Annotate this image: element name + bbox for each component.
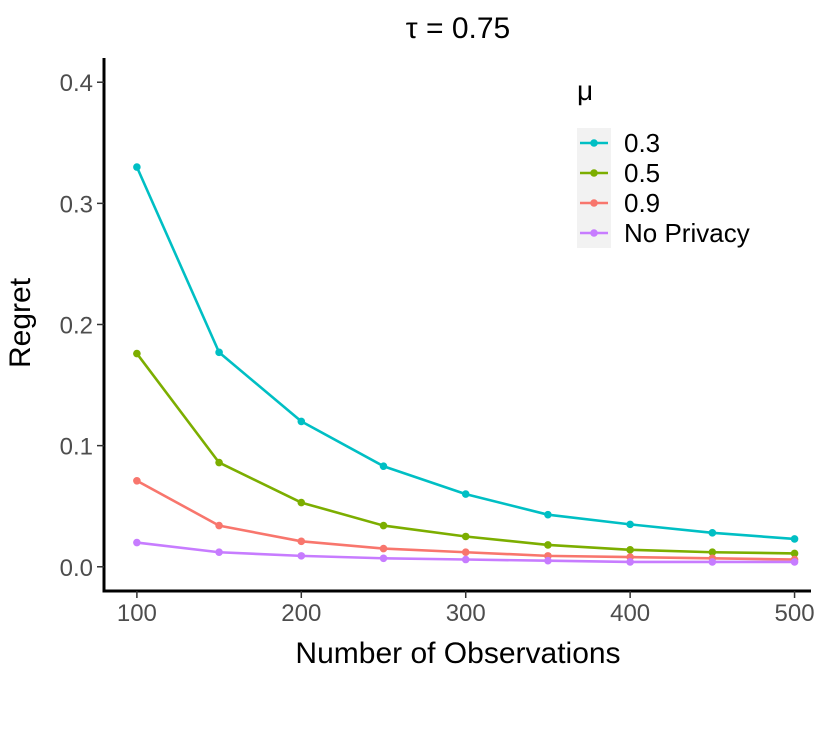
data-point (297, 417, 306, 426)
y-tick-label: 0.1 (60, 434, 93, 461)
data-point (379, 544, 388, 553)
data-point (297, 537, 306, 546)
data-point (790, 535, 799, 543)
data-point (133, 476, 141, 485)
data-point (133, 538, 141, 547)
series-group (133, 476, 799, 564)
x-axis-title: Number of Observations (295, 637, 620, 670)
data-point (461, 490, 470, 498)
plot-area (133, 163, 799, 566)
data-point (708, 529, 717, 537)
x-tick-label: 300 (446, 600, 486, 627)
data-point (297, 552, 306, 560)
chart-title: τ = 0.75 (406, 12, 510, 45)
data-point (297, 498, 306, 507)
y-tick-label: 0.2 (60, 313, 93, 340)
legend-label: 0.3 (624, 128, 660, 158)
legend: μ 0.30.50.9No Privacy (577, 75, 750, 248)
data-point (461, 548, 470, 557)
series-group (133, 163, 799, 543)
legend-key-background (577, 128, 611, 248)
y-tick-label: 0.3 (60, 191, 93, 218)
data-point (544, 510, 552, 519)
data-point (215, 458, 223, 467)
legend-key-point (590, 229, 598, 237)
legend-label: 0.5 (624, 158, 660, 188)
data-point (790, 549, 799, 558)
data-point (626, 546, 634, 554)
data-point (708, 548, 717, 557)
legend-label: 0.9 (624, 188, 660, 218)
series-group (133, 538, 799, 566)
data-point (626, 520, 634, 529)
data-point (215, 548, 223, 557)
series-line (135, 352, 795, 555)
x-tick-label: 400 (610, 600, 650, 627)
legend-key-point (590, 169, 598, 177)
legend-key-point (590, 199, 598, 207)
data-point (133, 349, 141, 358)
axes: 100 200 300 400 500 0.0 0.1 0.2 0.3 0.4 (60, 58, 815, 627)
data-point (790, 558, 799, 566)
series-group (133, 349, 799, 558)
data-point (626, 558, 634, 566)
data-point (133, 163, 141, 171)
x-tick-label: 200 (281, 600, 321, 627)
data-point (708, 558, 717, 566)
data-point (379, 521, 388, 530)
y-axis-title: Regret (4, 277, 37, 368)
data-point (544, 556, 552, 565)
x-tick-label: 500 (775, 600, 815, 627)
y-tick-label: 0.4 (60, 70, 93, 97)
data-point (379, 554, 388, 563)
legend-label: No Privacy (624, 218, 750, 248)
y-tick-label: 0.0 (60, 555, 93, 582)
data-point (379, 462, 388, 471)
data-point (461, 555, 470, 564)
data-point (461, 532, 470, 541)
x-tick-label: 100 (117, 600, 157, 627)
data-point (215, 348, 223, 357)
data-point (215, 521, 223, 530)
data-point (544, 541, 552, 549)
legend-key-point (590, 139, 598, 147)
legend-title: μ (577, 75, 593, 106)
